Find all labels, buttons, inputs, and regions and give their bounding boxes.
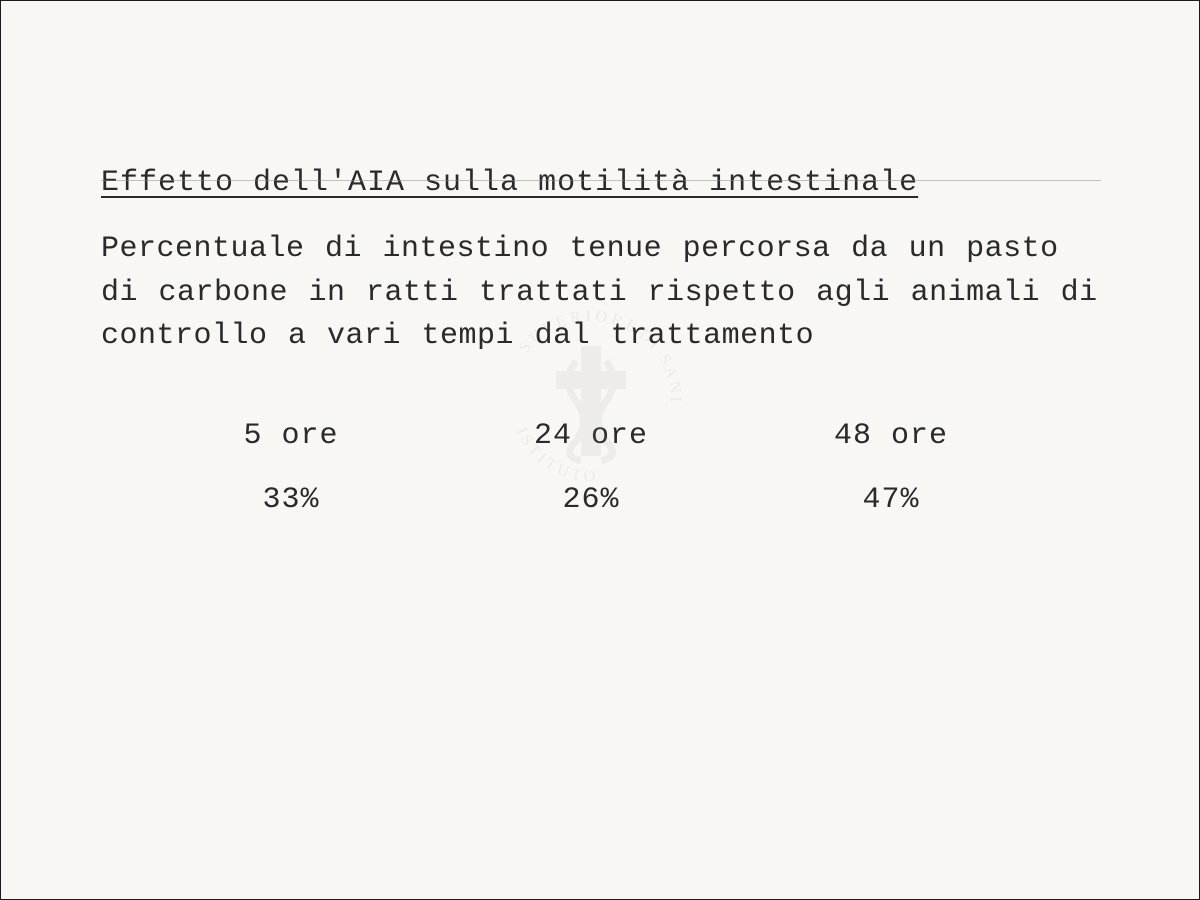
percent-value-3: 47% <box>862 483 919 517</box>
data-column-2: 24 ore 26% <box>491 419 691 517</box>
description-text: Percentuale di intestino tenue percorsa … <box>101 228 1101 359</box>
title-strikethrough-line <box>101 180 1101 181</box>
data-column-1: 5 ore 33% <box>191 419 391 517</box>
percent-value-1: 33% <box>262 483 319 517</box>
data-column-3: 48 ore 47% <box>791 419 991 517</box>
content-area: Effetto dell'AIA sulla motilità intestin… <box>101 166 1101 517</box>
title-text: Effetto dell'AIA sulla motilità intestin… <box>101 166 918 200</box>
time-label-2: 24 ore <box>534 419 648 453</box>
time-label-3: 48 ore <box>834 419 948 453</box>
time-label-1: 5 ore <box>243 419 338 453</box>
document-title: Effetto dell'AIA sulla motilità intestin… <box>101 166 1101 200</box>
document-page: Effetto dell'AIA sulla motilità intestin… <box>0 0 1200 900</box>
percent-value-2: 26% <box>562 483 619 517</box>
data-table: 5 ore 33% 24 ore 26% 48 ore 47% <box>141 419 1041 517</box>
